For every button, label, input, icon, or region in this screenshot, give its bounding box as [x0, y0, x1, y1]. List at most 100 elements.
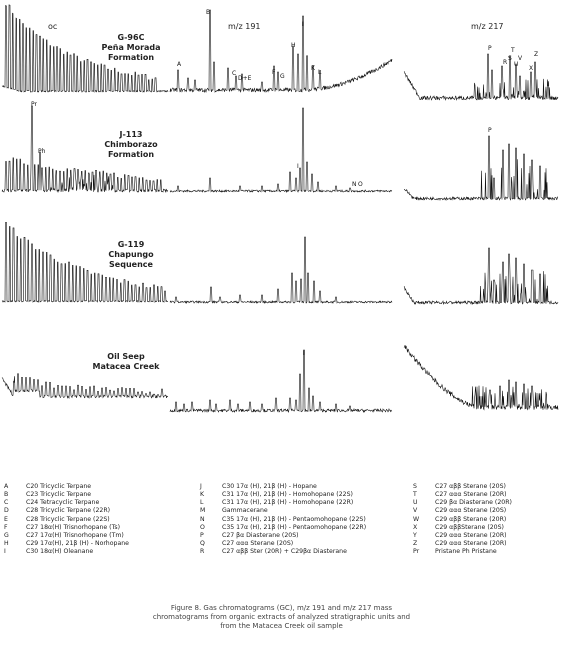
column-title-m191: m/z 191 [228, 22, 261, 31]
m217-trace-oilseep [403, 345, 559, 411]
sample-label-j113: J-113 Chimborazo Formation [95, 130, 167, 160]
legend-entry: F C27 18α(H) Trisnorhopane (Ts) [4, 524, 129, 532]
legend-description: C27 αββ Sterane (20S) [435, 483, 506, 490]
legend-description: C20 Tricyclic Terpane [26, 483, 92, 490]
legend-code: O [200, 523, 205, 531]
peak-label: O [358, 181, 363, 188]
peak-label: A [177, 61, 182, 68]
m217-trace-j113 [404, 135, 559, 202]
peak-label: L [318, 69, 322, 76]
sample-unit-type: Formation [107, 150, 155, 159]
m191-trace-oilseep [169, 349, 393, 414]
peak-label: C [232, 70, 236, 77]
figure-caption: Figure 8. Gas chromatograms (GC), m/z 19… [100, 604, 463, 631]
legend-entry: O C35 17α (H), 21β (H) - Pentaomohopane (… [200, 524, 366, 532]
legend-entry: Pr Pristane Ph Pristane [413, 548, 512, 556]
column-title-m217: m/z 217 [471, 22, 504, 31]
legend-code: H [4, 540, 9, 548]
peak-label: F [272, 69, 276, 76]
legend-description: C27 17α(H) Trisnorhopane (Tm) [26, 531, 124, 539]
legend-code: J [200, 483, 202, 490]
sample-unit-type: Formation [107, 53, 155, 62]
legend-description: C29 ααα Sterane (20R) [435, 531, 507, 539]
legend-code: W [413, 515, 420, 523]
legend-entry: U C29 βα Diasterane (20R) [413, 499, 512, 507]
peak-label: H [291, 42, 296, 49]
legend-code: N [200, 515, 205, 523]
m191-trace-g119 [169, 236, 393, 304]
peak-label: I [302, 21, 304, 28]
sample-unit-type: Sequence [109, 260, 153, 269]
legend-entry: I C30 18α(H) Oleanane [4, 548, 129, 556]
peak-label: G [280, 73, 285, 80]
legend-description: C28 Tricyclic Terpane (22S) [26, 515, 110, 523]
peak-label: N [352, 181, 357, 188]
legend-entry: R C27 αββ Ster (20R) + C29βα Diasterane [200, 548, 366, 556]
legend-description: C24 Tetracyclic Terpane [26, 499, 100, 507]
sample-id: G-119 [117, 240, 145, 249]
legend-code: V [413, 507, 418, 515]
legend-description: C30 18α(H) Oleanane [26, 548, 94, 556]
legend-code: D [4, 507, 9, 515]
peak-label: Z [534, 51, 538, 58]
sample-id: Oil Seep [107, 352, 145, 361]
legend-code: Pr [413, 548, 420, 556]
chromatogram-panels: A B C D+E F G H I K L P R S T U V X Z Pr… [1, 4, 559, 414]
caption-line: chromatograms from organic extracts of a… [152, 613, 411, 621]
legend-entry: N C35 17α (H), 21β (H) - Pentaomohopane (… [200, 516, 366, 524]
legend-description: C27 18α(H) Trisnorhopane (Ts) [26, 523, 120, 531]
legend-description: Pristane Ph Pristane [435, 548, 497, 556]
sample-unit: Peña Morada [101, 43, 161, 52]
sample-unit: Chimborazo [104, 140, 158, 149]
legend-code: G [4, 531, 9, 539]
peak-label: I [297, 163, 299, 170]
legend-code: Y [413, 531, 417, 539]
legend-code: U [413, 499, 418, 507]
gc-trace-g119 [1, 222, 169, 304]
legend-entry: S C27 αββ Sterane (20S) [413, 483, 512, 491]
legend-code: A [4, 483, 9, 490]
legend-code: M [200, 507, 206, 515]
peak-label: R [503, 59, 507, 66]
legend-description: C29 17α(H), 21β (H) - Norhopane [26, 540, 129, 548]
sample-label-g119: G-119 Chapungo Sequence [95, 240, 167, 270]
sample-label-g96c: G-96C Peña Morada Formation [95, 33, 167, 63]
peak-label: V [518, 55, 523, 62]
legend-description: C27 ααα Sterane (20R) [435, 491, 507, 499]
legend-code: B [4, 491, 9, 499]
legend-entry: Q C27 ααα Sterane (20S) [200, 540, 366, 548]
legend-entry: T C27 ααα Sterane (20R) [413, 491, 512, 499]
legend-code: F [4, 523, 8, 531]
legend-description: C30 17α (H), 21β (H) - Hopane [222, 483, 317, 490]
gc-trace-g96c [1, 4, 169, 93]
peak-label: S [508, 55, 512, 62]
legend-description: C31 17α (H), 21β (H) - Homohopane (22R) [222, 499, 354, 507]
legend-code: L [200, 499, 204, 507]
peak-label: X [529, 65, 533, 72]
legend-entry: G C27 17α(H) Trisnorhopane (Tm) [4, 532, 129, 540]
legend-code: T [413, 491, 417, 499]
peak-label: B [206, 9, 210, 16]
legend-description: C31 17α (H), 21β (H) - Homohopane (22S) [222, 491, 353, 499]
peak-label: D+E [238, 75, 252, 82]
legend-entry: Z C29 ααα Sterane (20R) [413, 540, 512, 548]
peak-label: I [303, 350, 305, 357]
legend-entry: J C30 17α (H), 21β (H) - Hopane [200, 483, 366, 491]
legend-description: C27 βα Diasterane (20S) [222, 531, 299, 539]
legend-entry: V C29 ααα Sterane (20S) [413, 507, 512, 515]
legend-description: C35 17α (H), 21β (H) - Pentaomohopane (2… [222, 523, 367, 531]
legend-code: K [200, 491, 205, 499]
legend-code: I [4, 548, 6, 556]
legend-entry: X C29 αββSterane (20S) [413, 524, 512, 532]
legend-entry: P C27 βα Diasterane (20S) [200, 532, 366, 540]
legend-description: Gammacerane [222, 507, 268, 515]
legend-code: Z [413, 540, 418, 548]
m191-trace-g96c [169, 9, 393, 94]
legend-description: C27 αββ Ster (20R) + C29βα Diasterane [222, 548, 347, 556]
legend-entry: E C28 Tricyclic Terpane (22S) [4, 516, 129, 524]
legend-column-1: A C20 Tricyclic Terpane B C23 Tricyclic Ter… [4, 483, 129, 556]
legend-description: C27 ααα Sterane (20S) [222, 540, 294, 548]
legend-entry: H C29 17α(H), 21β (H) - Norhopane [4, 540, 129, 548]
m191-trace-j113 [169, 107, 393, 194]
sample-unit: Chapungo [108, 250, 154, 259]
